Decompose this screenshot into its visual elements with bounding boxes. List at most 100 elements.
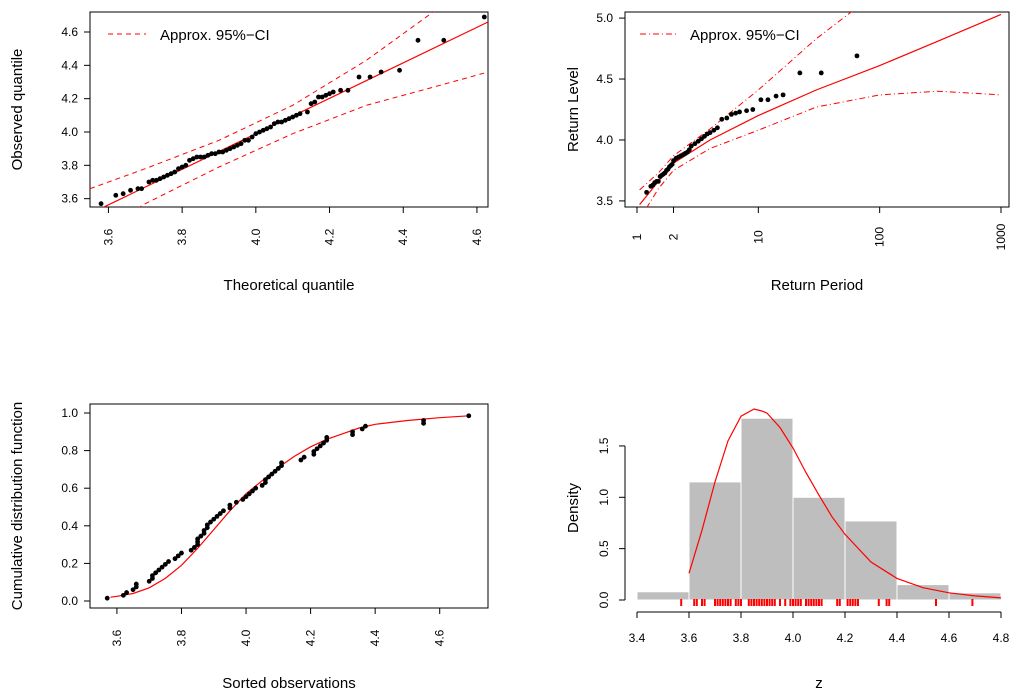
data-point xyxy=(139,186,144,192)
data-point xyxy=(146,578,152,584)
data-point xyxy=(356,74,362,80)
histogram-bar xyxy=(844,520,898,601)
y-tick-label: 0.0 xyxy=(61,594,78,608)
ci-upper-line xyxy=(90,12,435,190)
data-point xyxy=(166,559,171,564)
data-point xyxy=(317,443,323,449)
data-point xyxy=(707,130,713,136)
data-point xyxy=(441,37,447,43)
data-point xyxy=(175,553,181,559)
data-point xyxy=(363,423,368,429)
data-point xyxy=(156,567,162,573)
data-point xyxy=(253,485,259,491)
cdf-panel: 3.6 3.8 4.0 4.2 4.4 4.6 0.0 0.2 0.4 0.6 0.8 1.0 Sort… xyxy=(9,402,489,692)
y-tick-label: 4.2 xyxy=(61,92,78,106)
data-point xyxy=(250,488,255,494)
data-point xyxy=(818,70,824,76)
x-tick-label: 3.4 xyxy=(629,631,646,645)
data-point xyxy=(481,14,487,20)
data-point xyxy=(264,126,270,132)
y-tick-label: 0.5 xyxy=(597,540,611,557)
y-tick-label: 0.6 xyxy=(61,481,78,495)
data-point xyxy=(128,187,133,193)
return-level-panel: Approx. 95%−CI 1 2 10 100 1000 3.5 4.0 4.5 5.0 Ret… xyxy=(565,11,1010,294)
data-point xyxy=(205,152,211,158)
data-point xyxy=(319,94,325,100)
plot-frame xyxy=(89,403,489,609)
x-tick-label: 4.6 xyxy=(941,631,958,645)
data-point xyxy=(311,449,317,454)
x-tick-label: 4.4 xyxy=(396,228,410,245)
y-tick-label: 5.0 xyxy=(596,11,613,25)
density-panel: 3.4 3.6 3.8 4.0 4.2 4.4 4.6 4.8 0.0 0.5 1.0 1.5 z Den… xyxy=(565,408,1010,692)
data-point xyxy=(378,69,384,75)
ci-upper-line xyxy=(639,12,852,191)
data-point xyxy=(314,446,320,452)
x-tick-label: 4.6 xyxy=(470,228,484,245)
data-point xyxy=(164,172,170,178)
x-tick-label: 100 xyxy=(873,227,887,247)
data-point xyxy=(797,70,803,76)
data-point xyxy=(227,146,233,152)
data-point xyxy=(146,179,152,185)
data-point xyxy=(194,154,200,160)
histogram-bar xyxy=(688,481,742,601)
ci-lower-line xyxy=(646,90,1002,207)
data-point xyxy=(297,111,303,117)
data-point xyxy=(275,466,281,471)
data-point xyxy=(305,109,310,115)
data-point xyxy=(282,117,288,123)
data-point xyxy=(323,92,329,98)
x-tick-label: 2 xyxy=(667,233,681,240)
data-point xyxy=(275,119,281,125)
x-tick-label: 3.6 xyxy=(681,631,698,645)
data-point xyxy=(854,53,860,59)
data-point xyxy=(190,156,196,162)
x-tick-label: 3.8 xyxy=(175,228,189,245)
data-point xyxy=(321,440,326,446)
data-point xyxy=(350,429,355,435)
data-point xyxy=(220,149,226,155)
data-point xyxy=(421,418,426,423)
data-point xyxy=(268,124,273,130)
data-point xyxy=(260,127,266,133)
data-point xyxy=(172,169,178,175)
data-point xyxy=(338,87,343,93)
data-point xyxy=(120,592,126,598)
data-point xyxy=(279,460,284,466)
x-tick-label: 3.8 xyxy=(174,629,188,646)
y-tick-label: 4.5 xyxy=(596,72,613,86)
data-point xyxy=(249,134,255,140)
data-point xyxy=(246,137,251,143)
x-axis-label: Theoretical quantile xyxy=(224,277,355,294)
x-tick-label: 4.6 xyxy=(433,629,447,646)
data-point xyxy=(246,491,252,497)
data-point xyxy=(150,177,156,183)
qq-plot-panel: Approx. 95%−CI 3.6 3.8 4.0 4.2 4.4 4.6 3.6 3.8 4.… xyxy=(9,11,489,294)
data-point xyxy=(290,114,296,120)
data-point xyxy=(744,108,749,114)
data-point xyxy=(176,166,181,172)
data-point xyxy=(279,119,285,125)
data-point xyxy=(133,581,139,587)
data-point xyxy=(316,94,321,100)
histogram-bar xyxy=(636,591,690,601)
ci-lower-line xyxy=(138,71,488,207)
data-point xyxy=(221,508,226,514)
data-point xyxy=(162,561,168,567)
data-point xyxy=(242,137,248,143)
data-point xyxy=(161,174,167,180)
data-point xyxy=(104,595,110,601)
y-tick-label: 0.0 xyxy=(597,591,611,608)
y-tick-label: 4.0 xyxy=(596,133,613,147)
y-tick-label: 3.6 xyxy=(61,192,78,206)
data-point xyxy=(223,147,229,153)
plot-frame xyxy=(89,11,489,208)
y-tick-label: 4.0 xyxy=(61,125,78,139)
plot-area xyxy=(104,413,472,601)
data-point xyxy=(301,454,307,460)
data-point xyxy=(733,110,739,116)
y-tick-label: 4.4 xyxy=(61,58,78,72)
data-point xyxy=(773,93,779,99)
data-point xyxy=(172,556,178,562)
